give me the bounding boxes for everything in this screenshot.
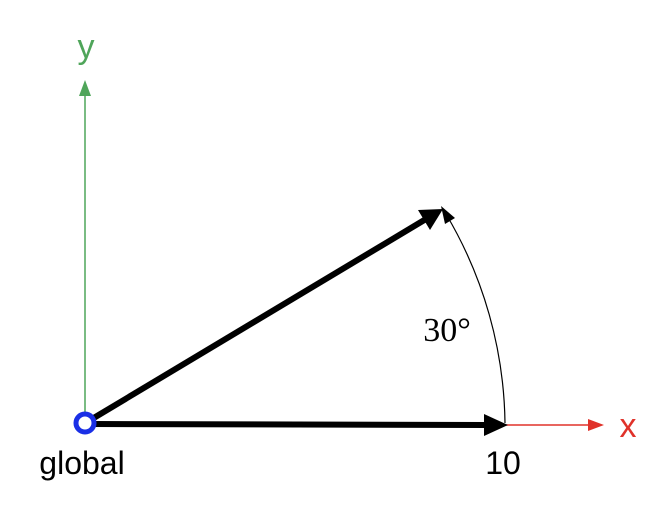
y-axis-label: y xyxy=(78,28,95,66)
origin-marker xyxy=(73,411,97,435)
horizontal-vector-arrowhead xyxy=(484,414,508,436)
angle-label: 30° xyxy=(423,312,471,349)
horizontal-vector-shaft xyxy=(91,421,487,428)
angle-arc-arrowhead xyxy=(441,206,455,224)
horizontal-vector xyxy=(91,414,508,436)
tick-label-10: 10 xyxy=(485,445,521,481)
y-axis-arrowhead xyxy=(79,80,91,96)
origin-label: global xyxy=(39,445,124,481)
x-axis-arrowhead xyxy=(588,419,604,431)
x-axis-label: x xyxy=(620,407,637,445)
x-axis: x xyxy=(500,407,637,445)
angle-arc xyxy=(445,213,506,424)
rotated-vector-shaft xyxy=(90,216,428,422)
rotated-vector-arrowhead xyxy=(418,209,443,230)
y-axis: y xyxy=(78,28,95,423)
rotated-vector xyxy=(90,209,443,422)
